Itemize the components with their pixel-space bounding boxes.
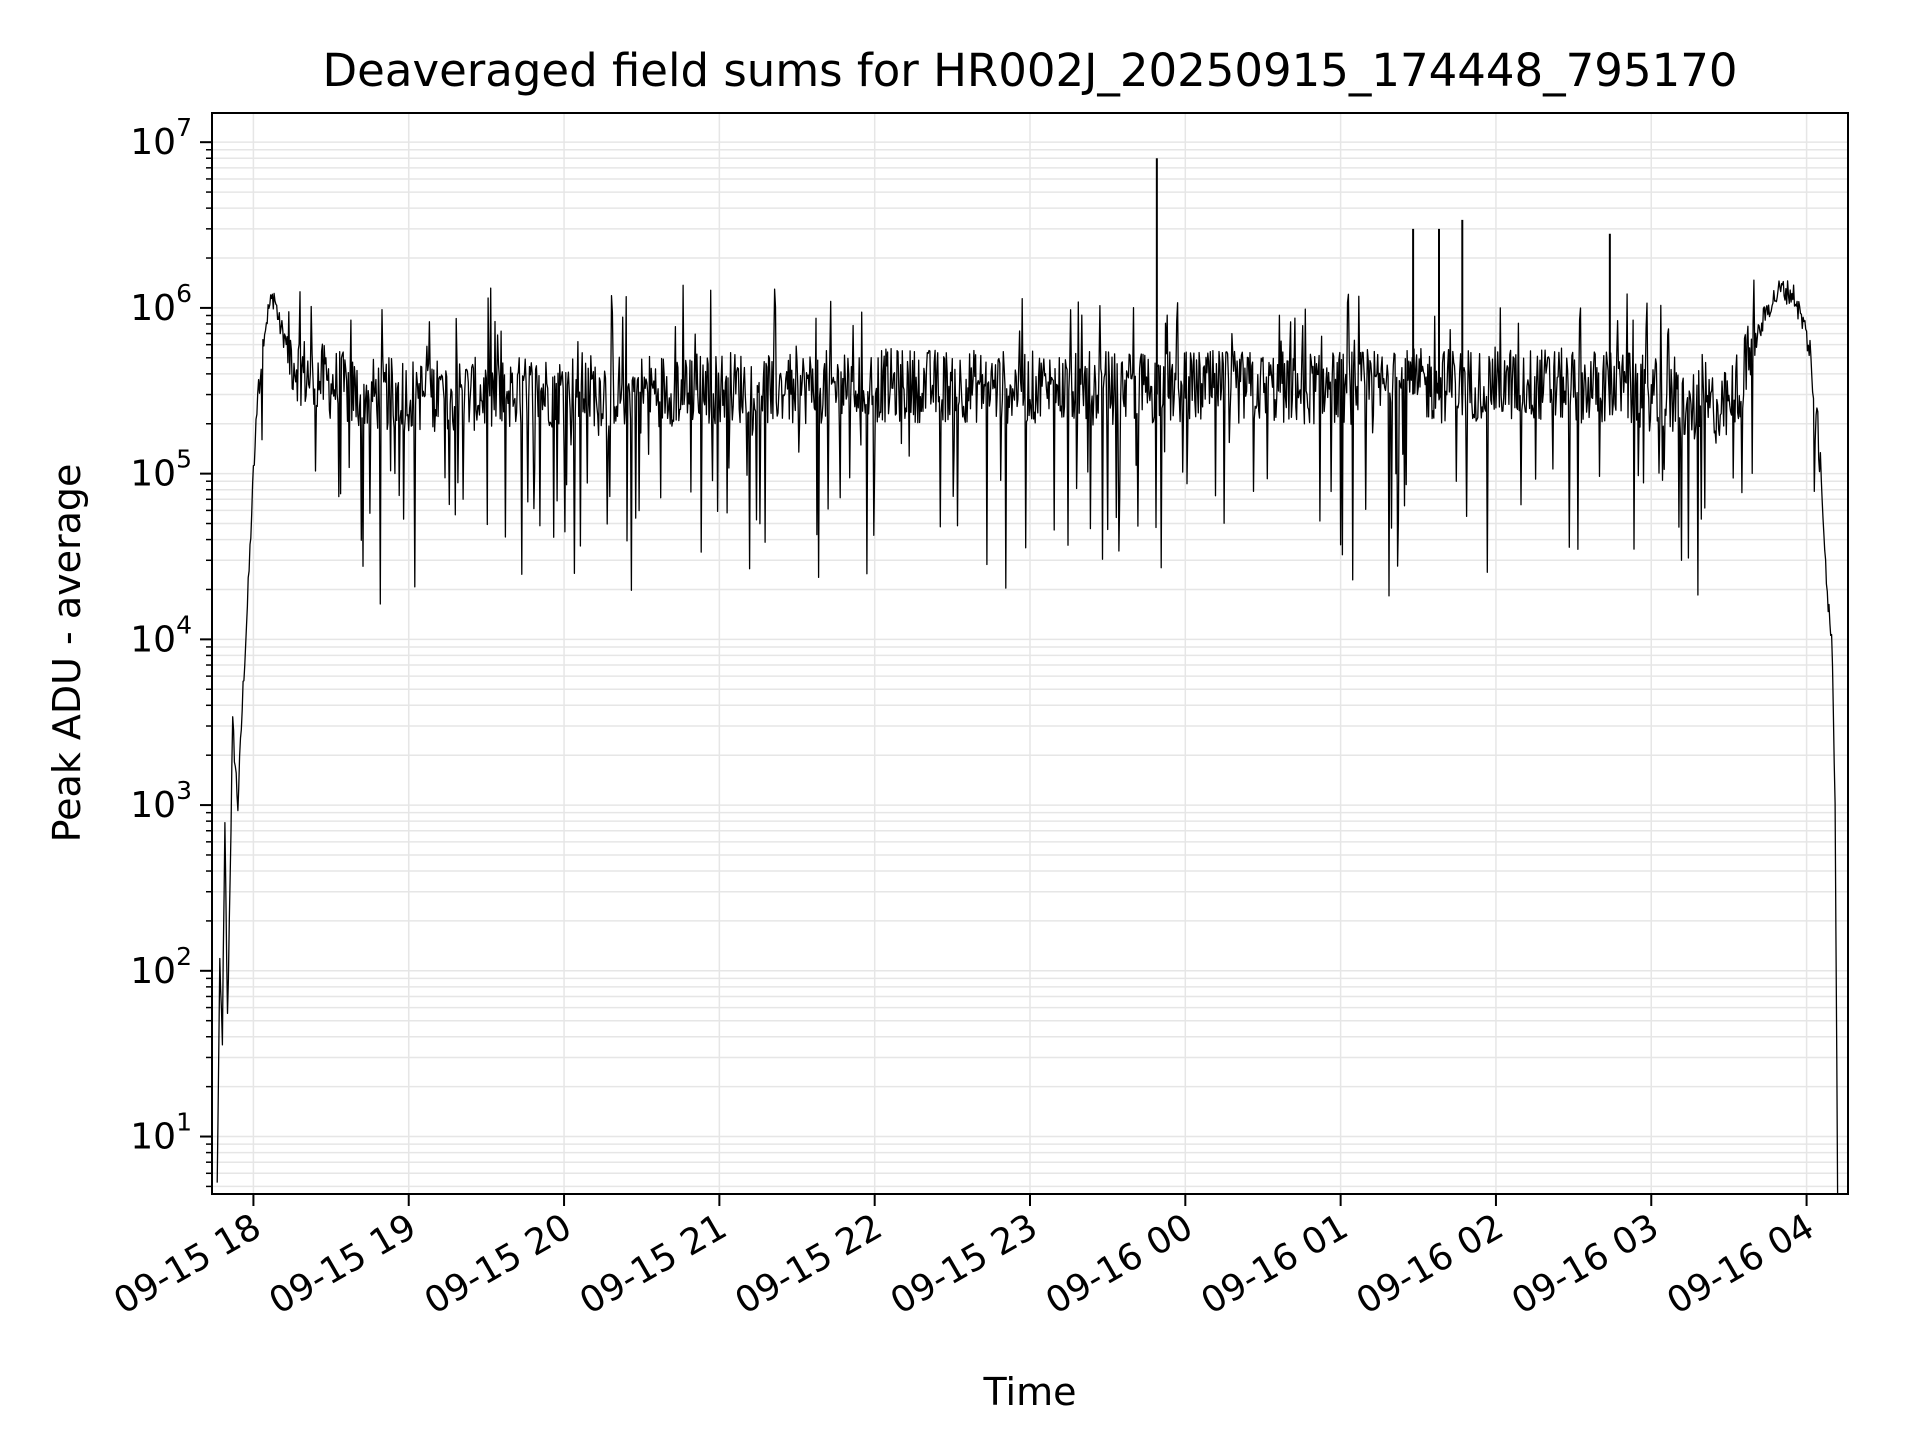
x-tick-label: 09-15 22 — [729, 1206, 890, 1322]
series-lines — [216, 158, 1839, 1195]
y-tick-label: 106 — [130, 279, 192, 329]
x-tick-label: 09-15 23 — [884, 1206, 1045, 1322]
x-tick-label: 09-16 02 — [1350, 1206, 1511, 1322]
x-axis-label: Time — [983, 1370, 1077, 1414]
y-axis-ticks: 101 102 103 104 105 106 107 — [130, 113, 212, 1188]
y-tick-label: 101 — [130, 1108, 192, 1158]
y-tick-label: 102 — [130, 942, 192, 992]
y-axis-label: Peak ADU - average — [45, 464, 89, 843]
x-tick-label: 09-15 21 — [573, 1206, 734, 1322]
x-tick-label: 09-16 04 — [1660, 1206, 1821, 1322]
x-tick-label: 09-15 19 — [263, 1206, 424, 1322]
y-tick-label: 104 — [130, 610, 192, 660]
grid-lines — [212, 113, 1848, 1194]
y-tick-label: 107 — [130, 113, 192, 163]
x-tick-label: 09-15 18 — [107, 1206, 268, 1322]
y-tick-label: 103 — [130, 776, 192, 826]
x-tick-label: 09-16 01 — [1194, 1206, 1355, 1322]
series-line — [216, 279, 1839, 1195]
y-tick-label: 105 — [130, 445, 192, 495]
x-tick-label: 09-16 03 — [1505, 1206, 1666, 1322]
x-tick-label: 09-16 00 — [1039, 1206, 1200, 1322]
chart-title: Deaveraged field sums for HR002J_2025091… — [323, 44, 1738, 97]
x-tick-label: 09-15 20 — [418, 1206, 579, 1322]
